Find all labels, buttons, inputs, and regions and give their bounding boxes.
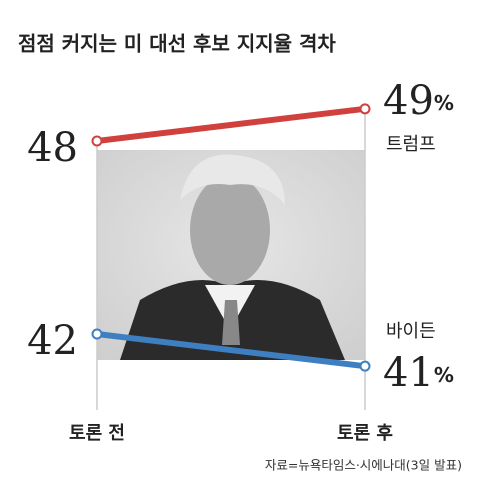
x-tick-label: 토론 후 bbox=[337, 423, 393, 444]
series-line bbox=[96, 105, 366, 144]
point bbox=[91, 135, 103, 147]
chart-title: 점점 커지는 미 대선 후보 지지율 격차 bbox=[18, 32, 336, 56]
value-label: 49% bbox=[383, 78, 454, 124]
series-line bbox=[96, 331, 366, 370]
value-label: 42 bbox=[27, 318, 78, 364]
point bbox=[91, 328, 103, 340]
x-tick-label: 토론 전 bbox=[69, 423, 125, 444]
point bbox=[359, 360, 371, 372]
point bbox=[359, 103, 371, 115]
source: 자료=뉴욕타임스·시에나대(3일 발표) bbox=[265, 458, 462, 473]
value-label: 41% bbox=[383, 350, 454, 396]
series-name: 바이든 bbox=[386, 321, 436, 342]
value-label: 48 bbox=[27, 125, 78, 171]
photo bbox=[120, 154, 345, 360]
series-name: 트럼프 bbox=[386, 134, 436, 155]
